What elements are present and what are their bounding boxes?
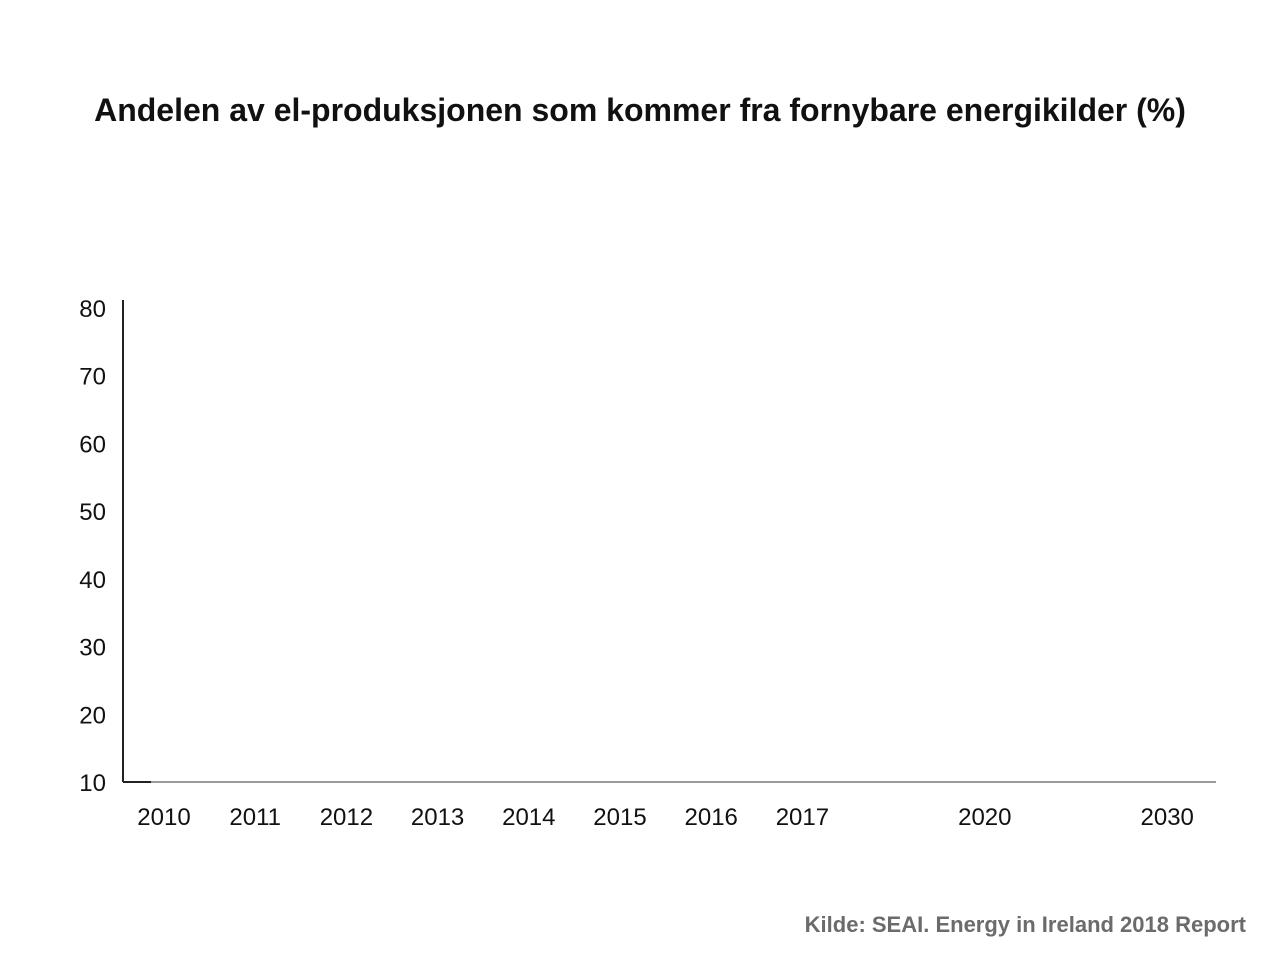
y-tick-labels: 80 70 60 50 40 30 20 10 (79, 296, 106, 797)
y-tick-label: 30 (79, 635, 106, 662)
x-tick-labels: 2010 2011 2012 2013 2014 2015 2016 2017 2020 2030 (137, 804, 1194, 831)
x-tick-label: 2013 (411, 804, 464, 831)
x-tick-label: 2020 (958, 804, 1011, 831)
y-tick-label: 60 (79, 431, 106, 458)
x-tick-label: 2015 (593, 804, 646, 831)
x-tick-label: 2010 (137, 804, 190, 831)
source-note: Kilde: SEAI. Energy in Ireland 2018 Repo… (804, 912, 1246, 937)
x-tick-label: 2012 (320, 804, 373, 831)
x-tick-label: 2017 (776, 804, 829, 831)
y-tick-label: 40 (79, 567, 106, 594)
x-tick-label: 2030 (1141, 804, 1194, 831)
y-tick-label: 70 (79, 364, 106, 391)
x-tick-label: 2011 (229, 804, 281, 831)
y-tick-label: 10 (79, 770, 106, 797)
x-tick-label: 2014 (502, 804, 555, 831)
y-tick-label: 80 (79, 296, 106, 323)
y-tick-label: 50 (79, 499, 106, 526)
chart-title: Andelen av el-produksjonen som kommer fr… (94, 92, 1186, 128)
x-tick-label: 2016 (685, 804, 738, 831)
y-tick-label: 20 (79, 702, 106, 729)
